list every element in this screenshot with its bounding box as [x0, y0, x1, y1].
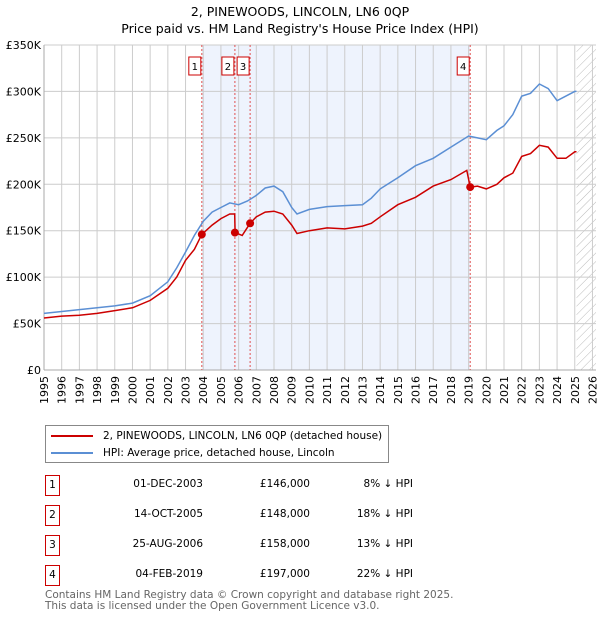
price: £197,000	[259, 568, 310, 580]
x-tick-label: 1998	[91, 376, 104, 404]
legend: 2, PINEWOODS, LINCOLN, LN6 0QP (detached…	[45, 425, 389, 463]
series-line	[43, 83, 577, 315]
x-tick-label: 2008	[268, 376, 281, 404]
marker-badge-box	[188, 56, 202, 76]
footer-line2: This data is licensed under the Open Gov…	[45, 600, 380, 612]
y-tick-label: £0	[27, 364, 41, 377]
x-tick-label: 2012	[339, 376, 352, 404]
x-tick-label: 1995	[38, 376, 51, 404]
y-tick-label: £300K	[6, 85, 42, 98]
marker-badge: 4	[45, 565, 60, 586]
marker-badge-box	[456, 56, 470, 76]
marker-badge-label: 3	[240, 62, 246, 73]
marker-badge: 3	[45, 535, 60, 556]
x-tick-label: 2000	[126, 376, 139, 404]
x-tick-label: 2006	[233, 376, 246, 404]
x-tick-label: 1996	[56, 376, 69, 404]
x-tick-label: 2003	[180, 376, 193, 404]
price: £146,000	[259, 478, 310, 490]
marker-badge-box	[236, 56, 250, 76]
x-tick-label: 2011	[321, 376, 334, 404]
x-tick-label: 2002	[162, 376, 175, 404]
x-tick-label: 2019	[463, 376, 476, 404]
x-tick-label: 1997	[73, 376, 86, 404]
legend-hpi: HPI: Average price, detached house, Linc…	[103, 447, 335, 459]
x-tick-label: 2025	[569, 376, 582, 404]
x-tick-label: 2007	[250, 376, 263, 404]
x-tick-label: 2018	[445, 376, 458, 404]
y-tick-label: £50K	[13, 318, 42, 331]
price-chart: 1995 1996 1997 1998 1999 2000 2001 2002 2003 2004…	[6, 39, 600, 404]
table-row: 2 14-OCT-2005 £148,000 18% ↓ HPI	[45, 505, 445, 526]
price: £148,000	[259, 508, 310, 520]
legend-swatch-property	[51, 435, 93, 437]
y-tick-label: £350K	[6, 39, 42, 52]
series-line	[43, 144, 577, 319]
marker-badge-label: 2	[225, 62, 231, 73]
chart-title: 2, PINEWOODS, LINCOLN, LN6 0QP	[190, 4, 410, 19]
future-hatch	[576, 45, 596, 370]
price: £158,000	[259, 538, 310, 550]
hpi-diff: 13% ↓ HPI	[356, 538, 413, 550]
shaded-period	[201, 45, 471, 370]
y-tick-label: £150K	[6, 225, 42, 238]
date: 25-AUG-2006	[132, 538, 203, 550]
x-tick-label: 1999	[109, 376, 122, 404]
x-tick-label: 2005	[215, 376, 228, 404]
x-tick-label: 2023	[533, 376, 546, 404]
marker-badge-label: 1	[192, 62, 198, 73]
x-tick-label: 2016	[410, 376, 423, 404]
hpi-diff: 8% ↓ HPI	[363, 478, 413, 490]
chart-subtitle: Price paid vs. HM Land Registry's House …	[121, 21, 479, 36]
sale-point	[197, 230, 206, 239]
date: 14-OCT-2005	[134, 508, 203, 520]
x-tick-label: 2004	[197, 376, 210, 404]
table-row: 4 04-FEB-2019 £197,000 22% ↓ HPI	[45, 565, 445, 586]
y-tick-label: £250K	[6, 132, 42, 145]
legend-property: 2, PINEWOODS, LINCOLN, LN6 0QP (detached…	[103, 430, 383, 442]
sale-point	[466, 183, 475, 192]
marker-badge: 1	[45, 475, 60, 496]
hpi-diff: 18% ↓ HPI	[356, 508, 413, 520]
x-tick-label: 2024	[551, 376, 564, 404]
x-tick-label: 2001	[144, 376, 157, 404]
legend-swatch-hpi	[51, 452, 93, 454]
marker-badge-label: 4	[460, 62, 466, 73]
x-tick-label: 2017	[427, 376, 440, 404]
x-tick-label: 2020	[480, 376, 493, 404]
x-tick-label: 2013	[356, 376, 369, 404]
x-tick-label: 2026	[586, 376, 599, 404]
marker-badge-box	[221, 56, 235, 76]
x-tick-label: 2021	[498, 376, 511, 404]
sale-point	[246, 219, 255, 228]
x-tick-label: 2010	[303, 376, 316, 404]
footer: Contains HM Land Registry data © Crown c…	[45, 590, 453, 612]
x-tick-label: 2009	[286, 376, 299, 404]
y-tick-label: £200K	[6, 178, 42, 191]
date: 01-DEC-2003	[133, 478, 203, 490]
table-row: 3 25-AUG-2006 £158,000 13% ↓ HPI	[45, 535, 445, 556]
marker-badge: 2	[45, 505, 60, 526]
x-tick-label: 2014	[374, 376, 387, 404]
date: 04-FEB-2019	[135, 568, 203, 580]
x-tick-label: 2015	[392, 376, 405, 404]
table-row: 1 01-DEC-2003 £146,000 8% ↓ HPI	[45, 475, 445, 496]
y-tick-label: £100K	[6, 271, 42, 284]
hpi-diff: 22% ↓ HPI	[356, 568, 413, 580]
x-tick-label: 2022	[516, 376, 529, 404]
footer-line1: Contains HM Land Registry data © Crown c…	[45, 589, 454, 601]
sale-point	[230, 228, 239, 237]
